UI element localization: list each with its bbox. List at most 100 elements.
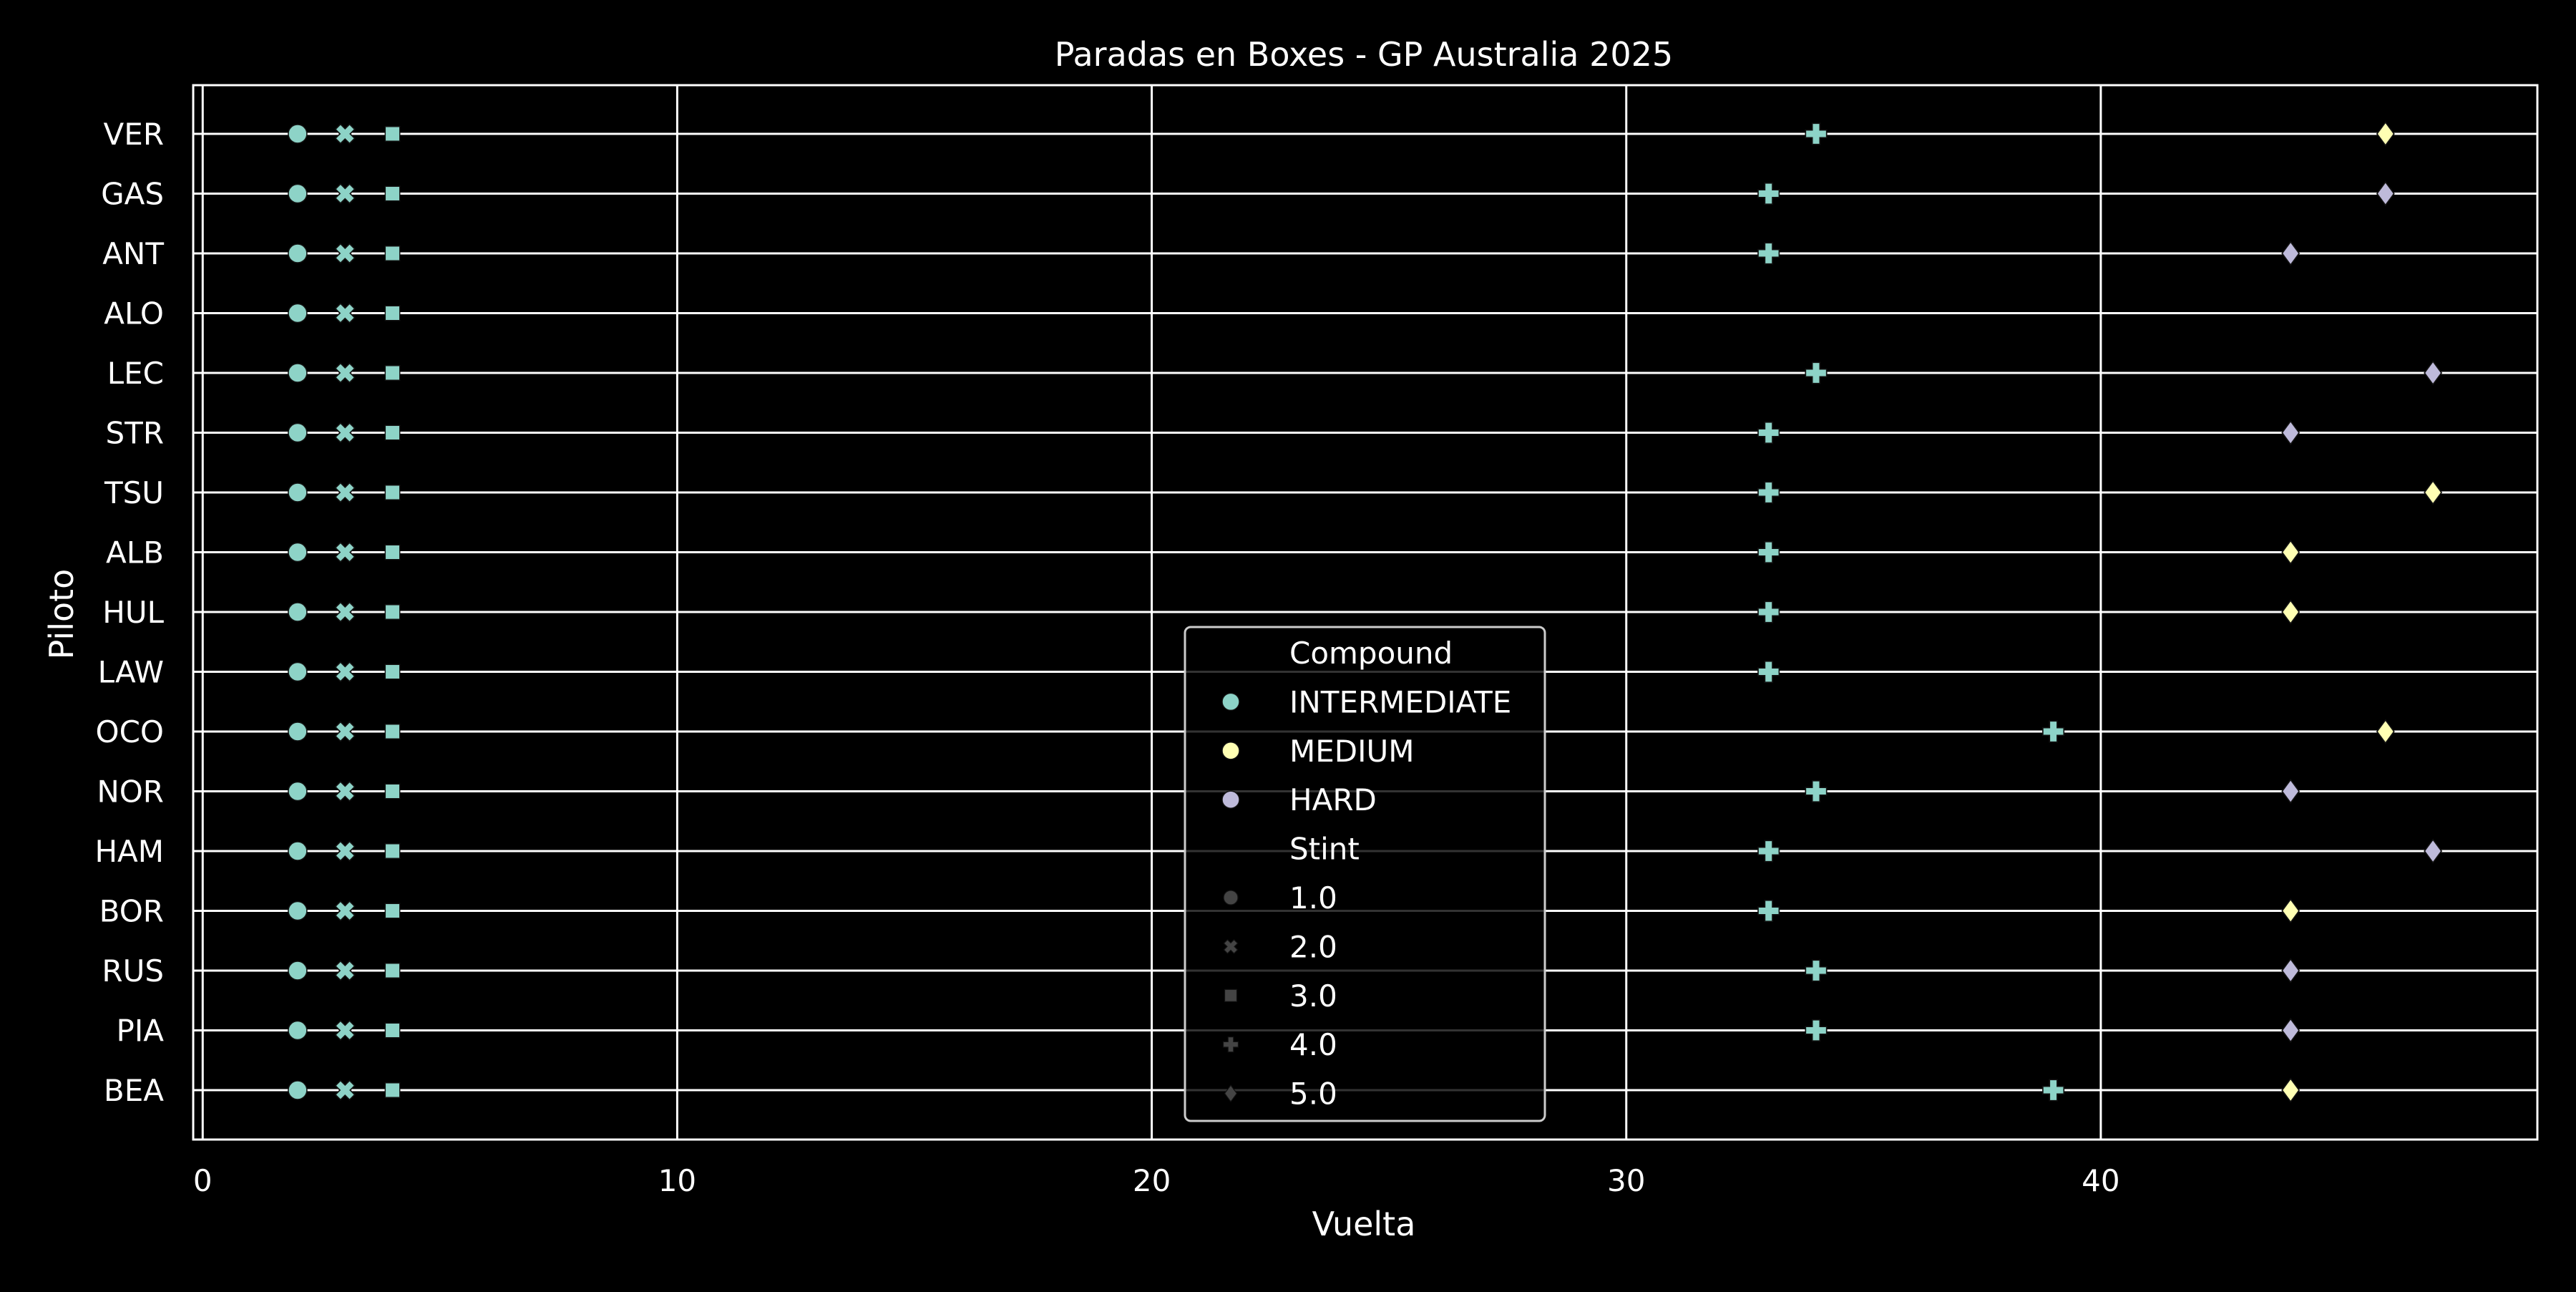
- legend-marker: [1224, 989, 1238, 1002]
- x-tick-label: 10: [658, 1163, 696, 1198]
- data-point: [384, 664, 401, 680]
- data-point: [334, 661, 356, 683]
- plot-frame: [192, 84, 2539, 1141]
- data-point: [1757, 540, 1780, 564]
- y-tick-label: VER: [104, 117, 164, 152]
- y-tick-label: HAM: [94, 834, 164, 869]
- data-point: [334, 900, 356, 922]
- data-point: [1757, 899, 1780, 923]
- data-point: [334, 422, 356, 444]
- data-point: [2376, 180, 2395, 207]
- data-point: [334, 960, 356, 981]
- data-point: [334, 362, 356, 384]
- data-point: [2042, 720, 2065, 743]
- x-axis-label: Vuelta: [1312, 1205, 1416, 1243]
- y-tick-label: STR: [106, 416, 165, 451]
- y-tick-label: BEA: [104, 1073, 164, 1108]
- data-point: [384, 903, 401, 919]
- legend-entry: 4.0: [1289, 1027, 1337, 1062]
- data-point: [384, 246, 401, 261]
- data-point: [384, 1022, 401, 1039]
- data-point: [2376, 121, 2395, 147]
- data-point: [334, 1019, 356, 1041]
- y-tick-label: LEC: [107, 356, 164, 391]
- data-point: [2281, 241, 2301, 266]
- y-tick-label: HUL: [102, 595, 164, 630]
- data-point: [2281, 1077, 2301, 1103]
- data-point: [1757, 601, 1780, 623]
- legend-entry: 1.0: [1289, 880, 1337, 915]
- data-point: [288, 961, 308, 981]
- data-point: [2376, 719, 2395, 744]
- legend-marker: [1221, 742, 1240, 760]
- y-tick-label: PIA: [117, 1014, 165, 1049]
- data-point: [2281, 958, 2301, 983]
- data-point: [2424, 838, 2443, 864]
- data-markers: [288, 121, 2443, 1103]
- data-point: [384, 1082, 401, 1098]
- y-tick-label: ANT: [102, 236, 164, 271]
- data-point: [288, 1020, 308, 1041]
- y-axis-label: Piloto: [42, 569, 81, 660]
- data-point: [1805, 122, 1828, 145]
- y-tick-label: ALB: [106, 535, 164, 570]
- x-tick-label: 40: [2082, 1163, 2119, 1198]
- data-point: [384, 485, 401, 500]
- y-tick-label: LAW: [98, 655, 164, 690]
- data-point: [2424, 360, 2443, 386]
- data-point: [384, 424, 401, 441]
- data-point: [334, 482, 356, 503]
- data-point: [1805, 361, 1828, 384]
- data-point: [334, 601, 356, 623]
- data-point: [2424, 480, 2443, 505]
- legend-entry: 2.0: [1289, 929, 1337, 964]
- x-tick-label: 0: [193, 1163, 213, 1198]
- data-point: [2281, 419, 2301, 446]
- data-point: [384, 843, 401, 859]
- legend-marker: [1224, 1084, 1238, 1103]
- chart-title: Paradas en Boxes - GP Australia 2025: [1055, 35, 1673, 74]
- legend-compound-title: Compound: [1289, 636, 1453, 671]
- data-point: [288, 183, 308, 204]
- legend-entry: INTERMEDIATE: [1289, 684, 1511, 719]
- legend-entry: HARD: [1289, 782, 1377, 817]
- data-point: [2281, 539, 2301, 565]
- data-point: [2281, 1017, 2301, 1044]
- data-point: [1757, 242, 1780, 265]
- data-point: [1757, 182, 1780, 205]
- legend: Compound INTERMEDIATE MEDIUM HARD Stint 1.0 2.…: [1184, 626, 1546, 1122]
- y-tick-label: RUS: [102, 953, 164, 989]
- data-point: [2042, 1079, 2065, 1102]
- data-point: [334, 1079, 356, 1101]
- y-tick-label: OCO: [96, 714, 164, 749]
- data-point: [288, 124, 308, 144]
- data-point: [1805, 959, 1828, 982]
- data-point: [334, 541, 356, 563]
- data-point: [384, 185, 401, 202]
- data-point: [1805, 1019, 1828, 1042]
- legend-marker: [1221, 692, 1240, 711]
- data-point: [1757, 660, 1780, 684]
- legend-entry: 5.0: [1289, 1077, 1337, 1112]
- legend-entry: 3.0: [1289, 978, 1337, 1014]
- data-point: [288, 602, 308, 622]
- data-point: [2281, 898, 2301, 924]
- legend-marker: [1223, 938, 1239, 954]
- data-point: [384, 963, 401, 978]
- data-point: [288, 722, 308, 742]
- legend-marker: [1223, 890, 1239, 905]
- data-point: [288, 661, 308, 682]
- legend-stint-title: Stint: [1289, 832, 1360, 867]
- data-point: [334, 302, 356, 324]
- data-point: [384, 126, 401, 142]
- data-point: [384, 305, 401, 321]
- y-tick-label: ALO: [104, 296, 164, 331]
- y-tick-label: NOR: [97, 774, 164, 810]
- x-tick-label: 30: [1607, 1163, 1645, 1198]
- y-tick-labels: VER GAS ANT ALO LEC STR TSU ALB HUL LAW OCO NOR HAM B…: [94, 117, 164, 1108]
- data-point: [334, 123, 356, 145]
- data-point: [1757, 481, 1780, 504]
- data-point: [334, 243, 356, 264]
- data-point: [288, 1080, 308, 1100]
